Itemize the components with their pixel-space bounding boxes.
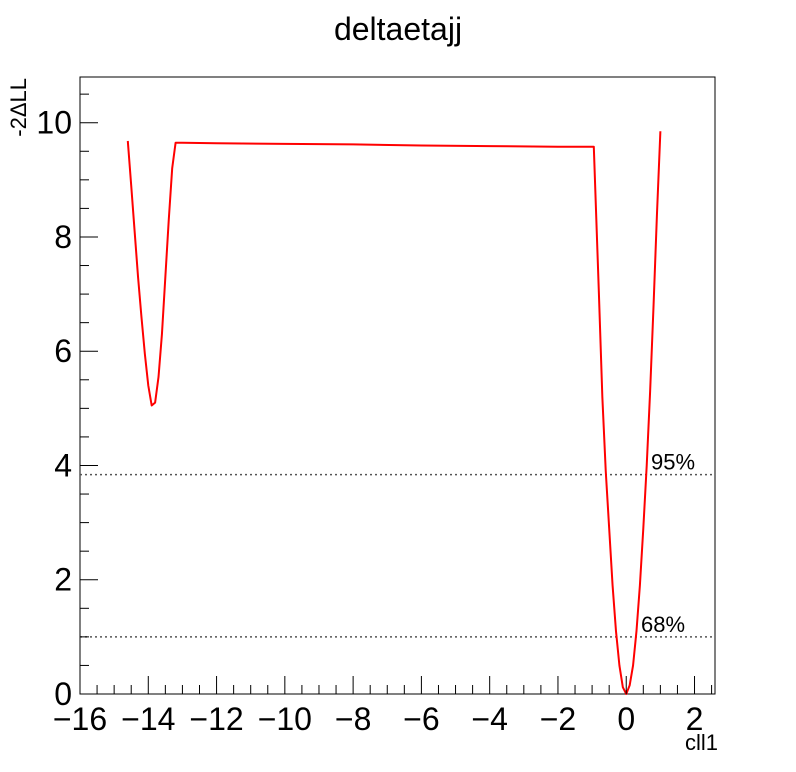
x-axis-label: cll1 — [685, 730, 718, 755]
x-tick-label: 2 — [686, 701, 704, 737]
x-tick-label: −8 — [335, 701, 371, 737]
x-tick-label: −2 — [540, 701, 576, 737]
y-axis-label: -2ΔLL — [6, 78, 31, 137]
x-tick-label: −4 — [471, 701, 507, 737]
y-tick-label: 2 — [54, 562, 72, 598]
x-tick-label: −16 — [53, 701, 107, 737]
x-tick-label: −6 — [403, 701, 439, 737]
reference-lines: 95% 68% — [80, 450, 715, 638]
x-tick-label: −10 — [258, 701, 312, 737]
reference-label: 68% — [641, 612, 685, 637]
series-line — [126, 131, 662, 695]
y-tick-label: 4 — [54, 447, 72, 483]
curve-layer — [126, 131, 662, 695]
chart-title: deltaetajj — [334, 11, 462, 47]
x-tick-label: −12 — [189, 701, 243, 737]
y-tick-label: 6 — [54, 333, 72, 369]
y-tick-label: 10 — [36, 105, 72, 141]
y-tick-label: 8 — [54, 219, 72, 255]
y-tick-label: 0 — [54, 676, 72, 712]
plot-area — [79, 76, 716, 695]
plot-frame — [79, 76, 716, 695]
x-tick-label: −14 — [121, 701, 175, 737]
reference-label: 95% — [651, 450, 695, 475]
axes: −16 −14 −12 −10 −8 −6 −4 −2 0 2 0 2 4 6 8 10 — [36, 93, 713, 737]
x-tick-label: 0 — [617, 701, 635, 737]
